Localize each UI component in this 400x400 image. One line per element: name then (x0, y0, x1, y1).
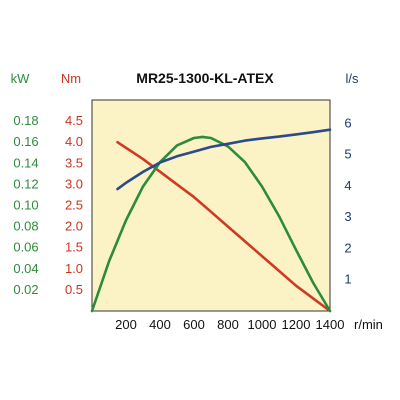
nm-tick-label: 1.5 (65, 240, 83, 255)
plot-area (91, 99, 331, 312)
ls-tick-label: 2 (344, 240, 351, 255)
tick-labels: 200 400 600 800 1000 1200 1400 0.02 0.04 0.06 0.08… (13, 113, 351, 332)
kw-tick-label: 0.10 (13, 198, 38, 213)
nm-tick-label: 2.5 (65, 198, 83, 213)
nm-tick-label: 3.0 (65, 176, 83, 191)
nm-series-line (116, 140, 332, 313)
ls-tick-label: 6 (344, 115, 351, 130)
kw-tick-label: 0.18 (13, 113, 38, 128)
nm-tick-label: 3.5 (65, 155, 83, 170)
x-tick-label: 400 (149, 317, 171, 332)
ls-tick-label: 4 (344, 178, 351, 193)
ls-tick-label: 1 (344, 272, 351, 287)
nm-tick-label: 2.0 (65, 219, 83, 234)
kw-series-line (90, 135, 332, 313)
nm-tick-label: 1.0 (65, 261, 83, 276)
ls-series-line (116, 128, 332, 191)
x-tick-label: 600 (183, 317, 205, 332)
x-axis-unit: r/min (354, 317, 383, 332)
kw-tick-label: 0.12 (13, 176, 38, 191)
kw-tick-label: 0.08 (13, 219, 38, 234)
kw-tick-label: 0.14 (13, 155, 38, 170)
kw-tick-label: 0.16 (13, 134, 38, 149)
kw-axis-unit: kW (11, 71, 31, 86)
series-lines (90, 128, 332, 313)
nm-tick-label: 4.5 (65, 113, 83, 128)
ls-tick-label: 5 (344, 147, 351, 162)
x-tick-label: 1200 (282, 317, 311, 332)
x-tick-label: 800 (217, 317, 239, 332)
kw-tick-label: 0.02 (13, 282, 38, 297)
x-tick-label: 1400 (316, 317, 345, 332)
chart-title: MR25-1300-KL-ATEX (136, 70, 274, 86)
x-tick-label: 200 (115, 317, 137, 332)
ls-axis-unit: l/s (346, 71, 360, 86)
nm-tick-label: 0.5 (65, 282, 83, 297)
x-tick-label: 1000 (248, 317, 277, 332)
nm-axis-unit: Nm (61, 71, 81, 86)
kw-tick-label: 0.06 (13, 240, 38, 255)
kw-tick-label: 0.04 (13, 261, 38, 276)
ls-tick-label: 3 (344, 209, 351, 224)
nm-tick-label: 4.0 (65, 134, 83, 149)
